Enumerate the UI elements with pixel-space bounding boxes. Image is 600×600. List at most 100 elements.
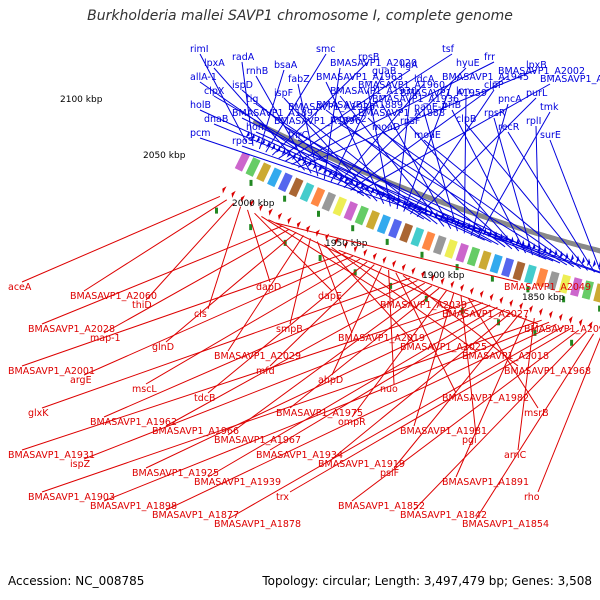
reverse-gene-label: glnD (152, 342, 174, 353)
reverse-leader-line (289, 327, 572, 493)
reverse-gene-arrow (589, 321, 593, 329)
forward-gene-label: BMASAVP1_A2002 (498, 66, 585, 77)
reverse-gene-label: rho (524, 492, 540, 503)
reverse-gene-label: BMASAVP1_A1975 (276, 408, 363, 419)
forward-gene-label: BMASAVP1_A1889 (316, 100, 403, 111)
reverse-gene-arrow (278, 212, 283, 221)
reverse-leader-line (316, 241, 353, 334)
forward-gene-label: tig (246, 94, 258, 105)
reverse-leader-line (475, 333, 595, 520)
feature-block (444, 239, 458, 259)
forward-leader-line (470, 103, 509, 236)
feature-block (466, 246, 481, 267)
reverse-gene-label: BMASAVP1_A1931 (8, 450, 95, 461)
reverse-leader-line (351, 329, 580, 502)
forward-leader-line (213, 67, 306, 171)
tick-mark (353, 269, 357, 276)
reverse-leader-line (41, 277, 411, 409)
reverse-gene-arrow (450, 280, 455, 289)
forward-leader-line (213, 95, 425, 220)
forward-gene-arrow (575, 255, 580, 264)
reverse-gene-label: cls (194, 309, 207, 320)
reverse-leader-line (254, 212, 333, 292)
forward-leader-line (241, 145, 600, 273)
reverse-gene-label: glxK (28, 408, 49, 419)
forward-leader-line (339, 123, 568, 266)
forward-gene-label: fabZ (288, 74, 310, 85)
reverse-gene-arrow (549, 310, 553, 319)
forward-gene-label: frr (484, 52, 495, 63)
tick-mark (385, 238, 389, 245)
forward-gene-arrow (564, 252, 569, 261)
reverse-leader-line (83, 255, 354, 376)
forward-gene-label: allA-1 (190, 72, 217, 83)
forward-leader-line (463, 95, 467, 234)
forward-leader-line (284, 53, 453, 162)
reverse-gene-arrow (499, 296, 504, 305)
reverse-leader-line (402, 275, 519, 367)
tick-mark (249, 224, 253, 231)
forward-leader-line (278, 69, 411, 159)
reverse-gene-arrow (579, 318, 583, 327)
tick-mark (351, 225, 355, 232)
kbp-tick-label: 2000 kbp (232, 199, 275, 209)
forward-leader-line (291, 61, 495, 165)
forward-leader-line (423, 139, 582, 269)
forward-leader-line (535, 125, 540, 258)
forward-gene-label: hom (246, 122, 267, 133)
reverse-leader-line (413, 293, 455, 427)
forward-gene-label: lpxA (204, 58, 225, 69)
reverse-gene-arrow (296, 221, 301, 229)
tick-mark (283, 239, 287, 246)
reverse-gene-label: BMASAVP1_A2060 (70, 291, 157, 302)
forward-leader-line (199, 137, 600, 274)
reverse-gene-arrow (519, 302, 524, 310)
forward-gene-label: tsf (442, 44, 455, 55)
forward-gene-label: ispF (274, 88, 293, 99)
forward-gene-arrow (271, 143, 276, 151)
reverse-gene-arrow (411, 267, 416, 275)
forward-gene-label: rpsB (358, 52, 379, 63)
forward-gene-label: bsaA (274, 60, 298, 71)
forward-leader-line (409, 89, 495, 215)
reverse-leader-line (41, 319, 542, 493)
reverse-gene-label: BMASAVP1_A2049 (504, 282, 591, 293)
reverse-leader-line (460, 295, 477, 436)
forward-gene-label: thrC (288, 130, 309, 141)
forward-gene-label: ispD (232, 80, 253, 91)
feature-block (310, 187, 326, 207)
reverse-leader-line (227, 325, 565, 520)
reverse-gene-arrow (421, 270, 426, 279)
reverse-gene-arrow (240, 195, 245, 203)
forward-gene-label: rnhB (246, 66, 268, 77)
forward-gene-label: BMASAVP1_A1963 (316, 72, 403, 83)
forward-gene-label: clpX (204, 86, 225, 97)
reverse-gene-label: tdcB (194, 393, 216, 404)
forward-leader-line (255, 131, 554, 262)
feature-block (489, 254, 503, 274)
forward-leader-line (493, 117, 533, 256)
tick-mark (533, 329, 537, 336)
forward-gene-label: dnaB (204, 114, 228, 125)
forward-leader-line (350, 75, 509, 191)
reverse-leader-line (21, 252, 346, 367)
forward-gene-label: BMASAVP1_A1896 (274, 116, 361, 127)
reverse-gene-label: BMASAVP1_A1966 (152, 426, 239, 437)
forward-gene-label: moeA-2 (330, 114, 367, 125)
forward-gene-label: lon (456, 86, 470, 97)
reverse-leader-line (289, 238, 311, 325)
reverse-leader-line (269, 264, 375, 367)
feature-block (365, 210, 380, 230)
feature-block (288, 177, 304, 198)
reverse-gene-label: BMASAVP1_A1891 (442, 477, 529, 488)
feature-block (421, 231, 436, 251)
forward-leader-line (356, 83, 551, 194)
reverse-leader-line (467, 297, 539, 409)
reverse-gene-label: ispZ (70, 459, 91, 470)
kbp-tick-label: 2100 kbp (60, 95, 103, 105)
reverse-leader-line (145, 258, 361, 385)
forward-gene-arrow (515, 238, 520, 246)
reverse-leader-line (413, 331, 587, 511)
forward-gene-arrow (570, 254, 574, 262)
forward-gene-label: BMASAVP1_A1994 (540, 74, 600, 85)
